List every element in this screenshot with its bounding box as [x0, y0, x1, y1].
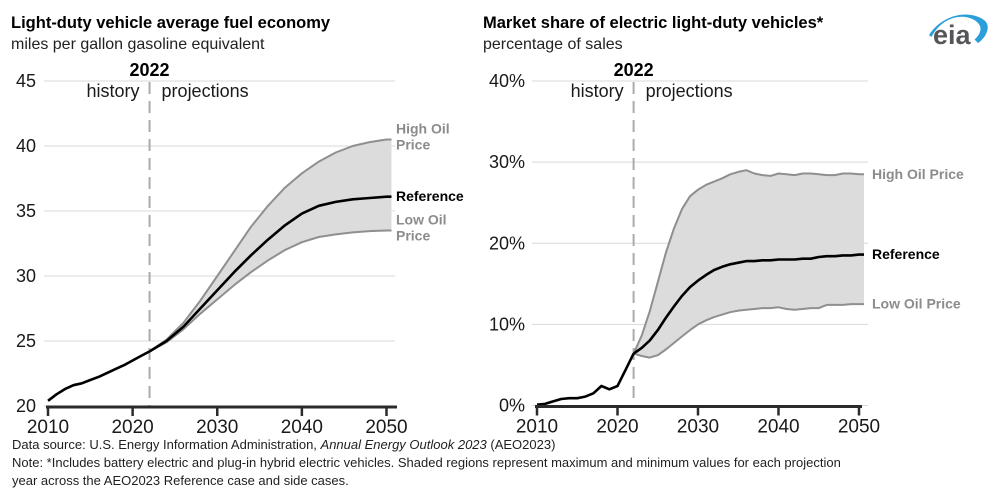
footer: Data source: U.S. Energy Information Adm…: [12, 436, 987, 490]
projection-band: [633, 170, 864, 358]
reference-label: Reference: [396, 188, 464, 204]
x-tick-label: 2030: [196, 417, 238, 438]
high-label: Price: [396, 137, 430, 153]
data-source-publication: Annual Energy Outlook 2023: [320, 437, 487, 452]
low-oil-price-line: [633, 303, 864, 359]
divider-year-label: 2022: [130, 60, 170, 80]
left-chart-title: Light-duty vehicle average fuel economy: [11, 14, 331, 32]
high-oil-price-line: [632, 169, 864, 355]
y-tick-label: 45: [16, 71, 36, 91]
left-chart-subtitle: miles per gallon gasoline equivalent: [11, 36, 265, 53]
y-tick-label: 40%: [489, 71, 525, 91]
divider-year-label: 2022: [614, 60, 654, 80]
note-line-2: year across the AEO2023 Reference case a…: [12, 473, 349, 488]
ev-market-share-chart: 2010 2020 2030 2040 2050 0% 10% 20% 30% 40% 2022hi…: [489, 60, 964, 438]
eia-logo-text: eia: [933, 20, 971, 50]
high-label: High Oil: [396, 121, 450, 137]
x-tick-label: 2030: [677, 417, 719, 438]
x-tick-label: 2020: [111, 417, 153, 438]
y-tick-label: 10%: [489, 314, 525, 334]
data-source-line: Data source: U.S. Energy Information Adm…: [12, 436, 987, 454]
projections-label: projections: [162, 81, 249, 101]
right-chart-subtitle: percentage of sales: [483, 36, 623, 53]
history-line: [536, 353, 635, 406]
history-label: history: [571, 81, 624, 101]
reference-line: [632, 253, 864, 355]
right-chart-title: Market share of electric light-duty vehi…: [483, 14, 824, 32]
y-tick-label: 30: [16, 266, 36, 286]
y-tick-label: 30%: [489, 152, 525, 172]
reference-line: [148, 195, 392, 353]
low-oil-price-line: [149, 229, 392, 353]
y-tick-label: 35: [16, 201, 36, 221]
x-tick-label: 2010: [516, 417, 558, 438]
y-tick-label: 25: [16, 331, 36, 351]
y-tick-label: 40: [16, 136, 36, 156]
high-label: High Oil Price: [872, 166, 964, 182]
low-label: Low Oil: [396, 212, 447, 228]
projections-label: projections: [646, 81, 733, 101]
eia-logo-swoosh-icon: [929, 14, 988, 43]
low-label: Low Oil Price: [872, 296, 961, 312]
history-label: history: [87, 81, 140, 101]
x-tick-label: 2050: [365, 417, 407, 438]
eia-logo: eia: [926, 8, 990, 56]
high-oil-price-line: [149, 138, 392, 353]
history-line: [47, 350, 151, 402]
x-tick-label: 2040: [757, 417, 799, 438]
data-source-prefix: Data source: U.S. Energy Information Adm…: [12, 437, 321, 452]
x-tick-label: 2010: [27, 417, 69, 438]
fuel-economy-chart: 2010 2020 2030 2040 2050 20 25 30 35 40 45 2022hist…: [16, 60, 464, 438]
y-tick-label: 0%: [499, 396, 525, 416]
low-label: Price: [396, 228, 430, 244]
x-tick-label: 2050: [838, 417, 880, 438]
y-tick-label: 20: [16, 396, 36, 416]
note-line-1: Note: *Includes battery electric and plu…: [12, 455, 841, 470]
x-tick-label: 2020: [596, 417, 638, 438]
data-source-suffix: (AEO2023): [486, 437, 556, 452]
x-tick-label: 2040: [281, 417, 323, 438]
reference-label: Reference: [872, 246, 940, 262]
y-tick-label: 20%: [489, 233, 525, 253]
